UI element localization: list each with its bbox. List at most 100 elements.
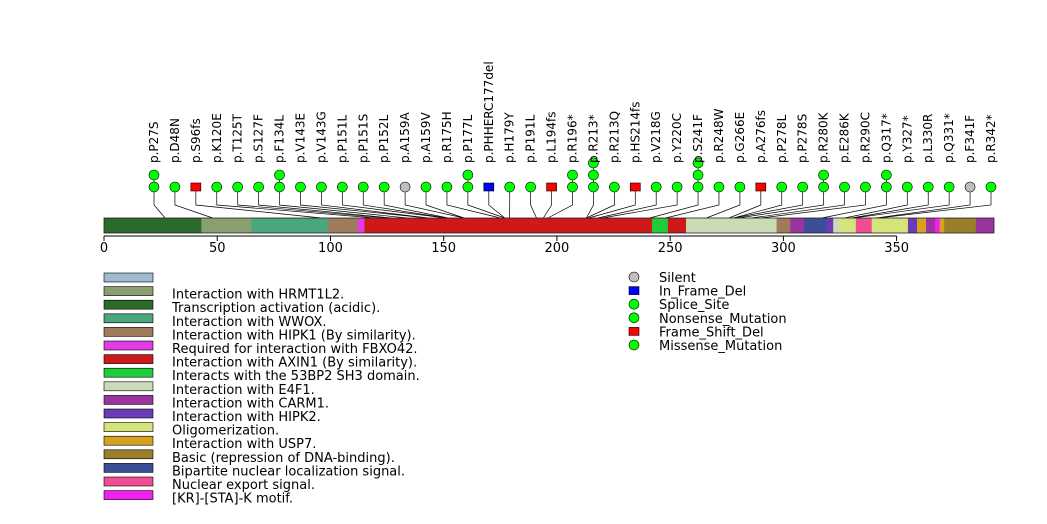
domain-legend-swatch (103, 367, 154, 378)
domain-legend-swatch (103, 313, 154, 324)
mutation-label: p.L194fs (545, 112, 559, 164)
mutation-marker (922, 181, 934, 193)
mutation-connector (341, 187, 447, 219)
mutation-marker (881, 181, 892, 193)
mutation-marker (755, 182, 767, 192)
mutation-label: p.F341F (963, 115, 977, 163)
mutation-marker (776, 181, 788, 193)
domain-legend-label: Interacts with the 53BP2 SH3 domain. (172, 369, 420, 384)
mutation-lollipops (148, 157, 997, 193)
mutation-legend-label: In_Frame_Del (659, 285, 746, 300)
mutation-marker (629, 182, 641, 192)
mutation-label: p.R290C (858, 112, 872, 163)
mutation-label: p.Q331* (942, 113, 956, 163)
mutation-marker (797, 181, 808, 193)
domain-legend-label: Interaction with HRMT1L2. (172, 288, 344, 303)
mutation-marker (190, 182, 202, 192)
mutation-marker (357, 181, 369, 193)
mutation-connector (216, 187, 376, 219)
mutation-marker (692, 169, 704, 181)
mutation-marker (839, 181, 850, 193)
protein-outline (103, 217, 995, 234)
mutation-legend-label: Missense_Mutation (659, 339, 782, 354)
domain-segment (251, 218, 331, 233)
domain-segment (790, 218, 807, 233)
mutation-connector (760, 187, 866, 219)
mutation-label: p.R213Q (607, 111, 621, 163)
mutation-marker (148, 181, 160, 193)
mutation-marker (441, 181, 453, 193)
mutation-label: p.F134L (273, 115, 287, 163)
mutation-marker (567, 169, 578, 181)
domain-segment (871, 218, 911, 233)
domain-segment (776, 218, 793, 233)
mutation-connector (530, 187, 537, 219)
mutation-connector (733, 187, 804, 219)
mutation-label: p.P152L (377, 114, 391, 163)
tick-label: 100 (318, 241, 343, 256)
mutation-marker (943, 181, 955, 193)
mutation-label: p.A276fs (754, 110, 768, 163)
mutation-connector (878, 187, 992, 219)
mutation-marker (169, 181, 181, 193)
mutation-label: p.V143G (314, 111, 328, 163)
mutation-connector (362, 187, 447, 219)
domain-legend-label: Interaction with HIPK1 (By similarity). (172, 328, 416, 343)
mutation-label: p.P278S (796, 114, 810, 163)
mutation-marker (588, 169, 599, 181)
mutation-connector (728, 187, 762, 219)
domain-segment (917, 218, 929, 233)
domain-legend-swatch (103, 476, 154, 487)
position-axis: 0 50 100 150 200 250 300 350 (100, 235, 909, 256)
mutation-label: p.T125T (231, 113, 245, 163)
mutation-marker (692, 157, 704, 169)
domain-segment (364, 218, 655, 233)
mutation-label: p.A159A (398, 111, 412, 163)
mutation-legend-label: Splice_Site (659, 298, 729, 313)
mutation-connector (851, 187, 929, 219)
mutation-connector (876, 187, 971, 219)
mutation-label: p.E286K (838, 112, 852, 163)
domain-legend-label: Interaction with AXIN1 (By similarity). (172, 356, 417, 371)
domain-segment (328, 218, 360, 233)
mutation-connector (237, 187, 388, 219)
domain-legend-label: Transcription activation (acidic). (171, 301, 380, 316)
mutation-connector (404, 187, 465, 219)
mutation-marker (588, 181, 599, 193)
mutation-label: p.R248W (712, 108, 726, 163)
tick-label: 300 (771, 241, 796, 256)
mutation-label: p.S96fs (189, 118, 203, 163)
domain-legend-label: Interaction with E4F1. (172, 383, 315, 398)
domain-segment (826, 218, 836, 233)
mutation-connector (706, 187, 741, 219)
domain-legend-swatch (103, 463, 154, 473)
domain-legend-swatch (103, 449, 154, 460)
mutation-marker (378, 181, 390, 193)
domain-legend-swatch (103, 286, 154, 296)
domain-legend-label: Interaction with HIPK2. (172, 410, 321, 425)
mutation-marker (148, 169, 160, 181)
mutation-connector (543, 187, 552, 219)
domain-legend-label: Bipartite nuclear localization signal. (172, 464, 405, 479)
domain-legend-label: Interaction with USP7. (172, 437, 316, 452)
tick-label: 50 (209, 241, 226, 256)
mutation-label: p.P278L (775, 114, 789, 163)
tick-label: 350 (884, 241, 909, 256)
mutation-label: p.K120E (210, 113, 224, 163)
mutation-marker (671, 181, 683, 193)
mutation-label: p.H179Y (503, 112, 517, 163)
mutation-marker (504, 181, 516, 193)
domain-legend: Interaction with HRMT1L2.Transcription a… (103, 272, 420, 507)
mutation-label: p.V218G (649, 111, 663, 163)
mutation-marker (274, 181, 285, 193)
domain-legend-label: Oligomerization. (172, 424, 279, 439)
mutation-marker (399, 181, 411, 193)
tick-label: 200 (545, 241, 570, 256)
mutation-marker (964, 181, 976, 193)
mutation-connector (195, 187, 322, 219)
mutation-legend-symbol (628, 298, 640, 310)
mutation-connector (446, 187, 501, 219)
mutation-marker (316, 181, 327, 193)
tick-label: 150 (431, 241, 456, 256)
